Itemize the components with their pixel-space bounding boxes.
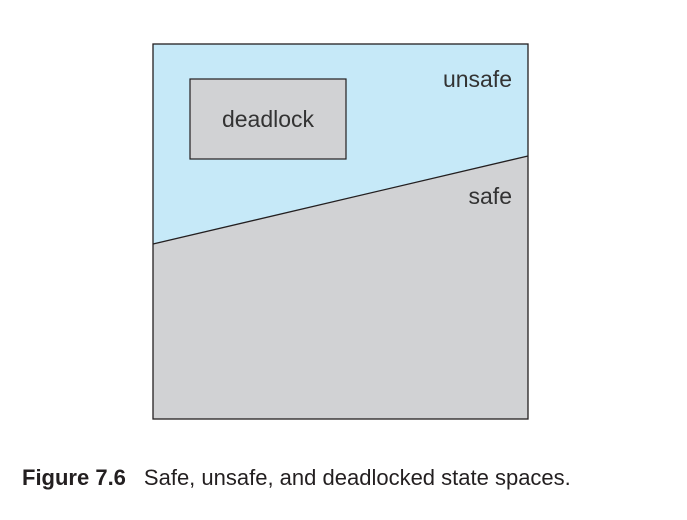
unsafe-label: unsafe [443, 66, 512, 92]
state-space-frame [152, 43, 529, 420]
deadlock-label: deadlock [222, 106, 315, 132]
safe-unsafe-boundary [152, 155, 529, 245]
figure-caption: Figure 7.6 Safe, unsafe, and deadlocked s… [22, 465, 571, 491]
deadlock-region [189, 78, 347, 160]
caption-text: Safe, unsafe, and deadlocked state space… [143, 465, 571, 490]
state-space-diagram: deadlock unsafe safe [152, 43, 529, 420]
safe-region [153, 156, 528, 419]
safe-label: safe [469, 183, 512, 209]
figure-number: Figure 7.6 [22, 465, 126, 490]
